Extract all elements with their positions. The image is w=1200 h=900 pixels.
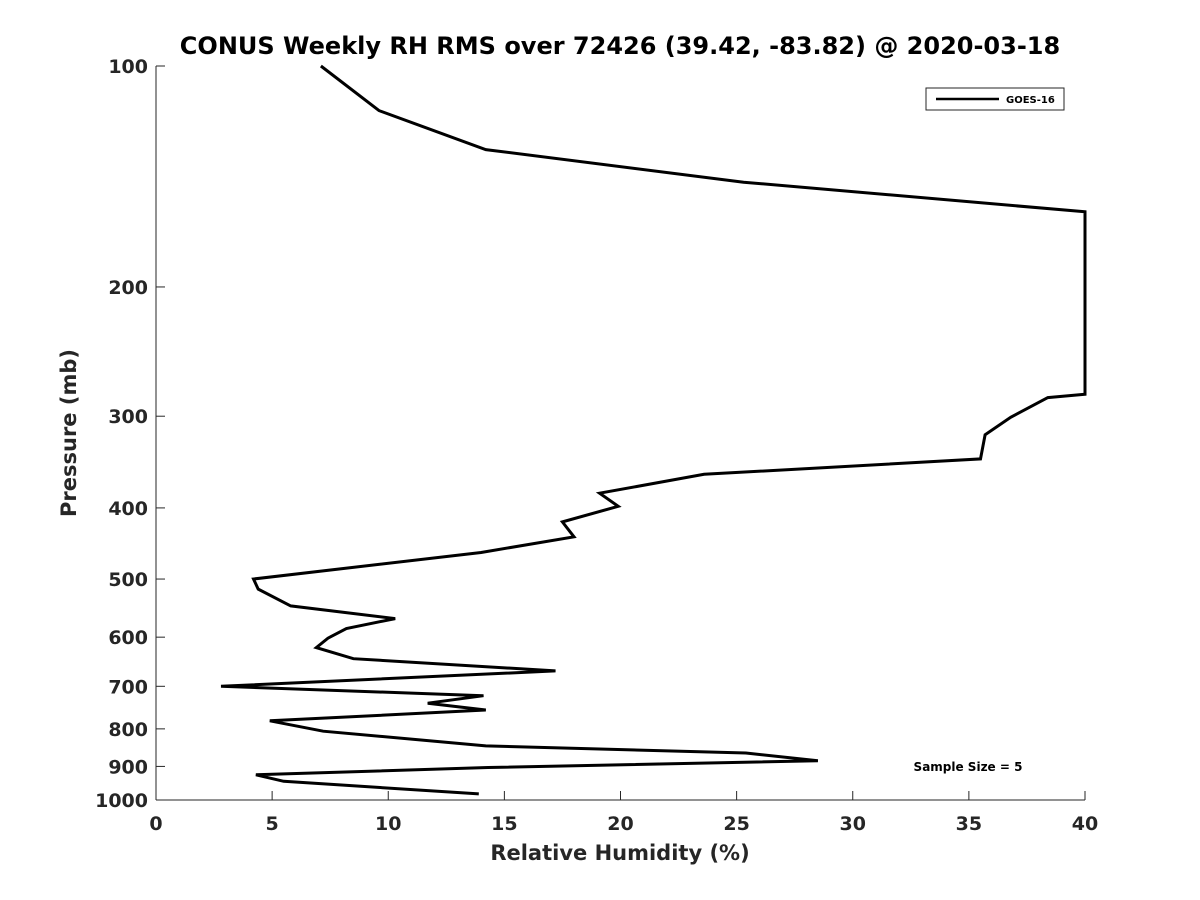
y-tick-label: 1000 — [95, 790, 148, 812]
x-tick-label: 5 — [266, 813, 279, 835]
y-tick-label: 300 — [108, 406, 148, 428]
series-layer — [220, 64, 1087, 796]
x-tick-label: 25 — [723, 813, 749, 835]
y-tick-label: 900 — [108, 756, 148, 778]
x-axis-label: Relative Humidity (%) — [490, 841, 749, 865]
chart-title: CONUS Weekly RH RMS over 72426 (39.42, -… — [180, 32, 1060, 60]
x-tick-label: 0 — [149, 813, 162, 835]
y-tick-label: 700 — [108, 676, 148, 698]
y-tick-label: 600 — [108, 627, 148, 649]
y-tick-label: 500 — [108, 569, 148, 591]
y-tick-label: 800 — [108, 719, 148, 741]
legend: GOES-16 — [925, 87, 1065, 111]
y-tick-label: 200 — [108, 277, 148, 299]
x-tick-label: 15 — [491, 813, 517, 835]
x-ticks: 0 5 10 15 20 25 30 35 40 — [149, 791, 1098, 835]
sample-size-annotation: Sample Size = 5 — [914, 760, 1023, 774]
x-tick-label: 35 — [956, 813, 982, 835]
x-tick-label: 10 — [375, 813, 401, 835]
legend-entry-goes-16: GOES-16 — [1006, 95, 1055, 106]
series-line-goes-16 — [220, 64, 1087, 796]
y-ticks: 100 200 300 400 500 600 700 800 900 1000 — [95, 56, 165, 812]
y-tick-label: 100 — [108, 56, 148, 78]
y-axis-label: Pressure (mb) — [57, 349, 81, 517]
x-tick-label: 30 — [840, 813, 866, 835]
x-tick-label: 20 — [607, 813, 633, 835]
y-tick-label: 400 — [108, 498, 148, 520]
x-tick-label: 40 — [1072, 813, 1098, 835]
